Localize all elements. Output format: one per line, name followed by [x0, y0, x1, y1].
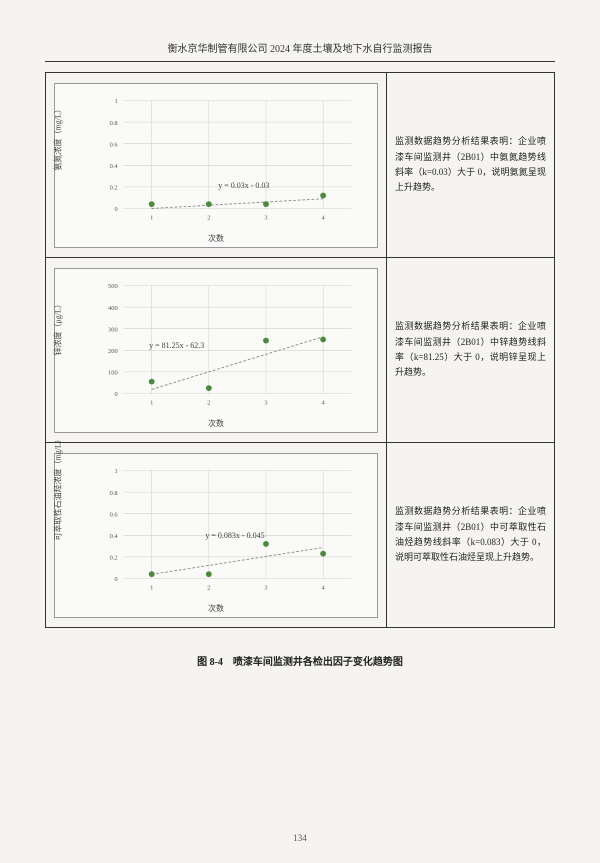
trend-equation: y = 81.25x - 62.3 [149, 341, 204, 350]
svg-text:1: 1 [150, 214, 153, 221]
svg-text:0.4: 0.4 [110, 533, 119, 540]
svg-text:4: 4 [322, 584, 326, 591]
chart-description: 监测数据趋势分析结果表明：企业喷漆车间监测井（2B01）中可萃取性石油烃趋势线斜… [387, 443, 555, 628]
svg-text:4: 4 [322, 399, 326, 406]
svg-text:1: 1 [150, 399, 153, 406]
svg-text:1: 1 [114, 468, 117, 475]
trend-equation: y = 0.03x - 0.03 [218, 181, 269, 190]
svg-text:0: 0 [114, 576, 117, 583]
charts-table: 氨氮浓度（mg/L）次数00.20.40.60.811234y = 0.03x … [45, 72, 555, 628]
svg-text:0.8: 0.8 [110, 119, 118, 126]
svg-text:500: 500 [108, 283, 118, 290]
svg-text:100: 100 [108, 369, 118, 376]
svg-text:0: 0 [114, 206, 117, 213]
svg-text:0.6: 0.6 [110, 141, 118, 148]
chart-description: 监测数据趋势分析结果表明：企业喷漆车间监测井（2B01）中锌趋势线斜率（k=81… [387, 258, 555, 443]
svg-text:300: 300 [108, 326, 118, 333]
page-number: 134 [293, 833, 307, 843]
svg-text:3: 3 [264, 399, 267, 406]
x-axis-label: 次数 [208, 603, 224, 614]
chart-cell: 锌浓度（μg/L）次数01002003004005001234y = 81.25… [46, 258, 387, 443]
svg-text:0.2: 0.2 [110, 184, 118, 191]
page-header: 衡水京华制管有限公司 2024 年度土壤及地下水自行监测报告 [45, 40, 555, 55]
svg-text:3: 3 [264, 584, 267, 591]
x-axis-label: 次数 [208, 418, 224, 429]
svg-text:0.2: 0.2 [110, 554, 118, 561]
chart-cell: 可萃取性石油烃浓度（mg/L）次数00.20.40.60.811234y = 0… [46, 443, 387, 628]
svg-text:0: 0 [114, 391, 117, 398]
svg-text:200: 200 [108, 348, 118, 355]
svg-text:3: 3 [264, 214, 267, 221]
figure-caption: 图 8-4 喷漆车间监测井各检出因子变化趋势图 [45, 653, 555, 668]
svg-text:2: 2 [207, 214, 210, 221]
chart-cell: 氨氮浓度（mg/L）次数00.20.40.60.811234y = 0.03x … [46, 73, 387, 258]
svg-text:0.6: 0.6 [110, 511, 118, 518]
svg-text:4: 4 [322, 214, 326, 221]
svg-text:0.4: 0.4 [110, 163, 119, 170]
svg-text:0.8: 0.8 [110, 489, 118, 496]
svg-text:2: 2 [207, 584, 210, 591]
svg-text:2: 2 [207, 399, 210, 406]
trend-equation: y = 0.083x - 0.045 [205, 531, 264, 540]
svg-text:1: 1 [150, 584, 153, 591]
svg-text:400: 400 [108, 304, 118, 311]
chart-description: 监测数据趋势分析结果表明：企业喷漆车间监测井（2B01）中氨氮趋势线斜率（k=0… [387, 73, 555, 258]
svg-text:1: 1 [114, 98, 117, 105]
header-rule [45, 61, 555, 62]
x-axis-label: 次数 [208, 233, 224, 244]
